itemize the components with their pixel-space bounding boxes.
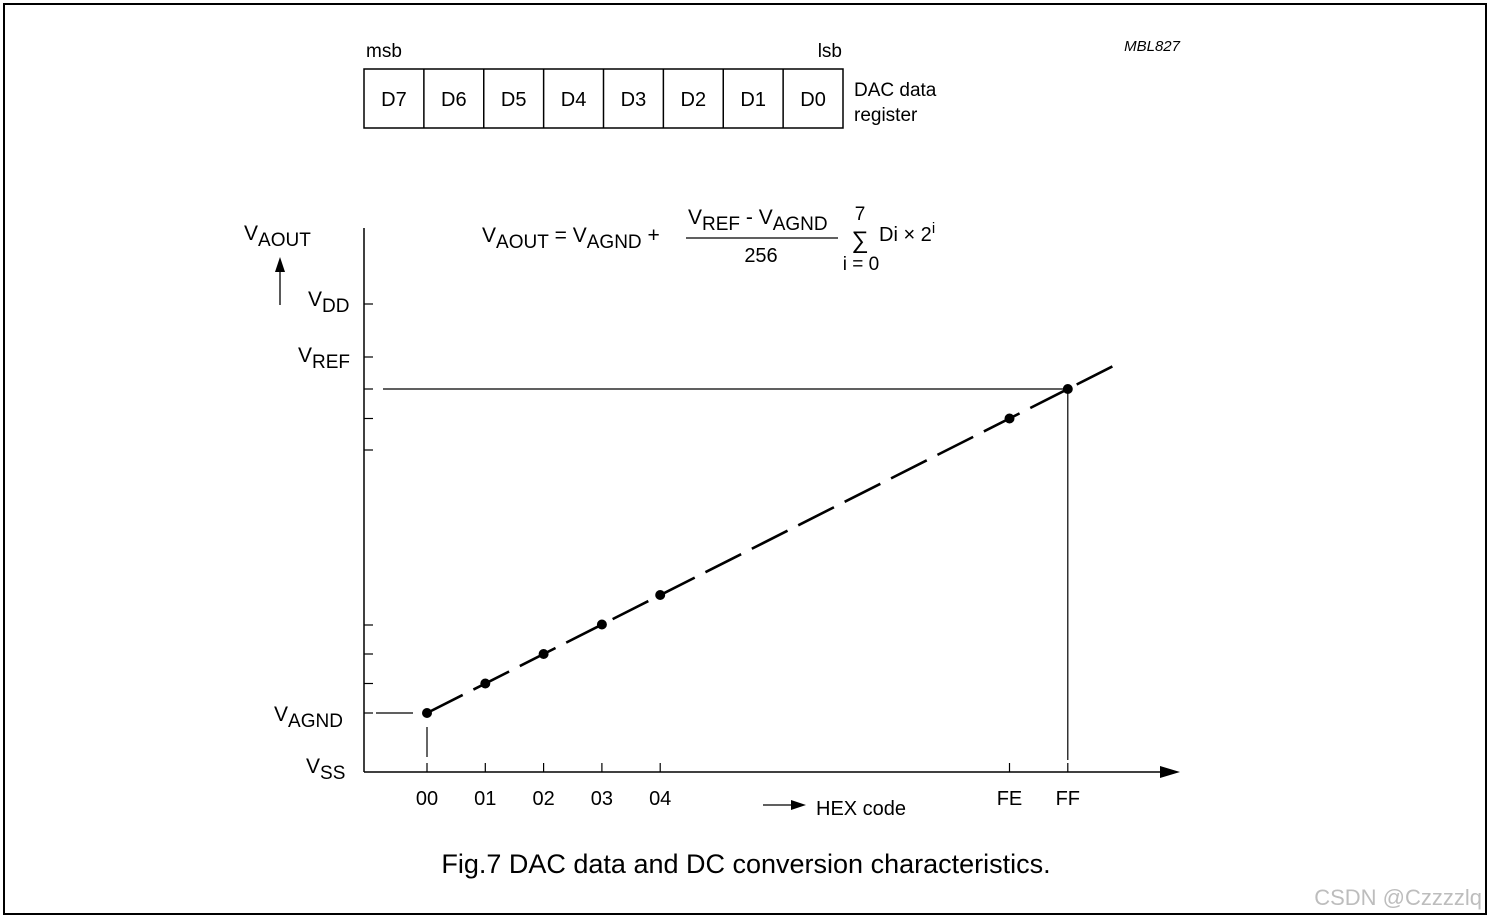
bit-cell-d6: D6 <box>441 89 467 111</box>
data-point-00 <box>422 708 432 718</box>
dac-data-register: msb lsb D7 D6 D5 D4 D3 D2 D1 D0 DAC data regist… <box>363 41 937 129</box>
x-tick-label-01: 01 <box>474 788 496 810</box>
y-axis-label: VAOUT <box>244 222 311 251</box>
sum-upper-limit: 7 <box>855 204 866 225</box>
x-tick-label-ff: FF <box>1056 788 1080 810</box>
data-point-fe <box>1004 413 1015 424</box>
figure-caption: Fig.7 DAC data and DC conversion charact… <box>441 849 1050 879</box>
formula-denominator: 256 <box>744 245 777 267</box>
formula-term: Di × 2i <box>879 220 935 246</box>
x-tick-labels: 00 01 02 03 04 FE FF <box>416 788 1080 810</box>
sample-points <box>422 384 1073 718</box>
figure-id: MBL827 <box>1124 38 1181 55</box>
guide-lines <box>376 388 1069 760</box>
formula-numerator: VREF - VAGND <box>688 206 828 235</box>
x-tick-label-02: 02 <box>532 788 554 810</box>
data-point-01 <box>480 678 491 689</box>
y-tick-vref: VREF <box>298 344 350 373</box>
register-name-line2: register <box>854 105 918 126</box>
x-axis-arrowhead <box>1160 766 1180 778</box>
bit-cell-d3: D3 <box>621 89 647 111</box>
x-axis-label: HEX code <box>816 798 906 820</box>
y-axis-arrow-icon <box>275 257 285 272</box>
bit-dividers <box>423 69 784 128</box>
transfer-formula: VAOUT = VAGND + VREF - VAGND 256 7 ∑ i =… <box>482 204 935 275</box>
watermark: CSDN @Czzzzlq <box>1314 885 1482 910</box>
bit-cell-d5: D5 <box>501 89 527 111</box>
bit-cell-d2: D2 <box>681 89 707 111</box>
bit-cell-d4: D4 <box>561 89 587 111</box>
axes: VAOUT VDD VREF VAGND VSS 00 01 02 03 04 FE FF … <box>244 222 1180 820</box>
x-tick-label-fe: FE <box>997 788 1023 810</box>
x-tick-marks <box>426 763 1069 772</box>
bit-cell-d1: D1 <box>740 89 766 111</box>
register-name-line1: DAC data <box>854 80 937 101</box>
y-tick-vss: VSS <box>306 755 345 784</box>
y-tick-vdd: VDD <box>308 288 349 317</box>
figure-frame <box>3 3 1487 915</box>
data-point-03 <box>596 619 607 630</box>
x-tick-label-00: 00 <box>416 788 438 810</box>
bit-labels: D7 D6 D5 D4 D3 D2 D1 D0 <box>381 89 826 111</box>
data-point-04 <box>655 590 666 600</box>
sum-symbol: ∑ <box>851 227 868 254</box>
data-point-ff <box>1062 384 1073 394</box>
sum-lower-limit: i = 0 <box>843 254 879 275</box>
msb-label: msb <box>366 41 402 62</box>
bit-cell-d0: D0 <box>800 89 826 111</box>
x-tick-label-03: 03 <box>591 788 613 810</box>
x-axis-label-arrow-icon <box>791 800 806 810</box>
y-tick-vagnd: VAGND <box>274 703 343 732</box>
lsb-label: lsb <box>818 41 842 62</box>
bit-cell-d7: D7 <box>381 89 407 111</box>
y-tick-marks <box>364 303 373 714</box>
data-point-02 <box>538 649 549 659</box>
x-tick-label-04: 04 <box>649 788 671 810</box>
formula-lhs: VAOUT = VAGND + <box>482 224 660 253</box>
